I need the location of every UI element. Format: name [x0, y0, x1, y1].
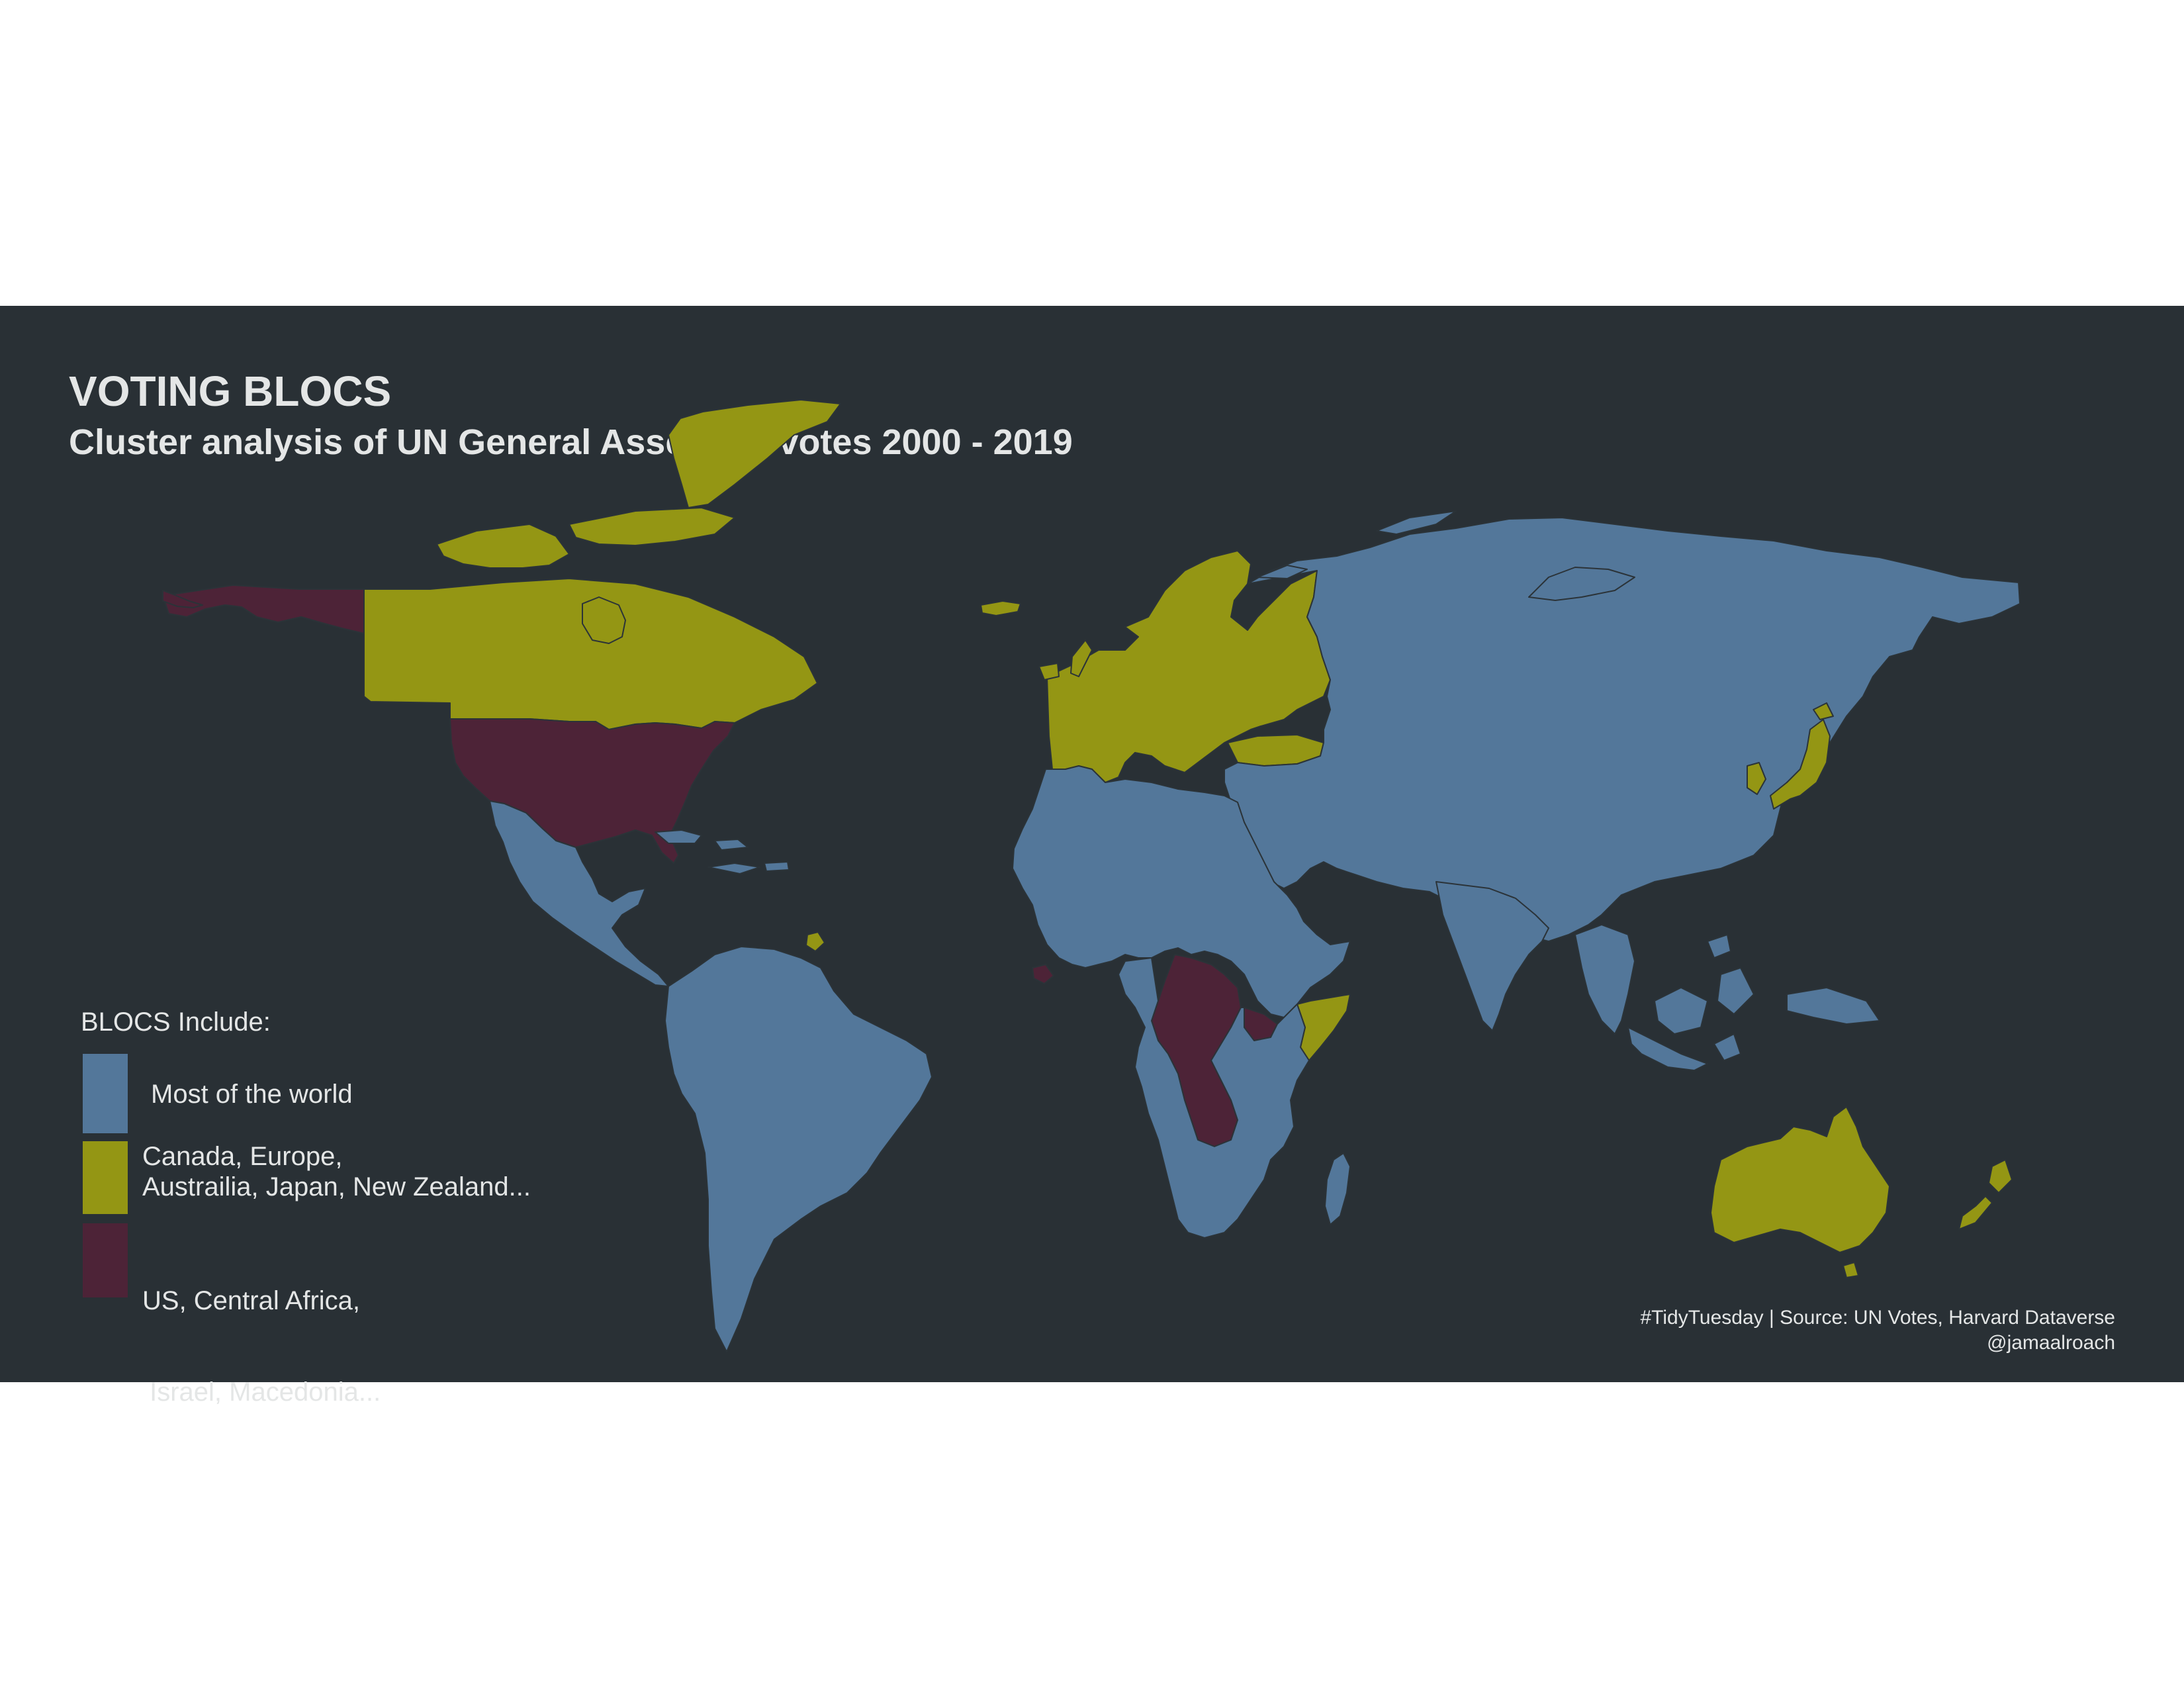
world-map: [162, 399, 2021, 1352]
region-iceland: [980, 600, 1021, 616]
region-french-guiana: [805, 931, 825, 952]
legend-title: BLOCS Include:: [81, 1008, 271, 1037]
region-canada: [436, 524, 570, 569]
region-europe: [1070, 639, 1093, 677]
legend-label-us-central-africa: US, Central Africa, Israel, Macedonia...: [142, 1225, 381, 1468]
region-liberia: [1032, 964, 1054, 984]
region-australia: [1843, 1262, 1859, 1278]
region-russia-asia: [1224, 517, 2021, 968]
legend-label-canada-europe: Canada, Europe, Austrailia, Japan, New Z…: [142, 1141, 531, 1202]
legend-key-most-of-world: [83, 1054, 128, 1133]
region-caribbean: [764, 861, 790, 872]
region-greenland: [668, 399, 841, 508]
region-caribbean: [714, 839, 749, 851]
region-canada: [582, 596, 626, 644]
region-russia-asia: [1257, 565, 1308, 579]
region-southeast-asia-indonesia: [1654, 987, 1708, 1035]
region-southeast-asia-indonesia: [1713, 1033, 1741, 1061]
region-caribbean: [655, 829, 702, 844]
chart-title: VOTING BLOCS: [69, 367, 392, 415]
legend-label-line: Israel, Macedonia...: [142, 1378, 381, 1407]
region-caribbean: [707, 863, 760, 874]
region-japan: [1770, 719, 1831, 810]
region-new-zealand: [1958, 1196, 1993, 1230]
region-india: [1435, 881, 1549, 1031]
region-mexico-central-america: [489, 800, 669, 987]
region-canada: [569, 507, 735, 546]
legend-label-line: US, Central Africa,: [142, 1286, 361, 1315]
region-europe: [1038, 663, 1060, 680]
legend-label-most-of-world: Most of the world: [151, 1080, 353, 1109]
region-southeast-asia-indonesia: [1627, 1027, 1708, 1071]
region-southeast-asia-indonesia: [1707, 934, 1731, 959]
caption-author: @jamaalroach: [1987, 1332, 2115, 1354]
region-russia-asia: [1528, 567, 1635, 601]
legend-key-canada-europe: [83, 1141, 128, 1214]
caption-source: #TidyTuesday | Source: UN Votes, Harvard…: [1640, 1307, 2115, 1329]
legend-label-line: Canada, Europe,: [142, 1142, 343, 1171]
region-australia: [1710, 1106, 1890, 1253]
region-south-america: [664, 946, 933, 1352]
region-southeast-asia-indonesia: [1717, 967, 1754, 1015]
region-alaska-us: [162, 585, 365, 634]
region-southeast-asia-indonesia: [1786, 987, 1880, 1025]
caption: #TidyTuesday | Source: UN Votes, Harvard…: [1640, 1305, 2115, 1356]
region-southeast-asia-indonesia: [1574, 924, 1635, 1035]
legend-key-us-central-africa: [83, 1223, 128, 1297]
region-russia-asia: [1376, 510, 1457, 535]
chart-panel: VOTING BLOCS Cluster analysis of UN Gene…: [0, 306, 2184, 1407]
region-new-zealand: [1988, 1159, 2013, 1194]
legend-label-line: Austrailia, Japan, New Zealand...: [142, 1172, 531, 1201]
region-southern-east-africa: [1118, 957, 1310, 1239]
region-south-korea: [1747, 762, 1766, 795]
region-madagascar: [1324, 1152, 1351, 1225]
chart-subtitle: Cluster analysis of UN General Assembly …: [69, 422, 1073, 462]
region-alaska-us: [162, 590, 203, 608]
region-north-west-africa: [1012, 765, 1351, 1018]
region-japan: [1813, 702, 1834, 720]
